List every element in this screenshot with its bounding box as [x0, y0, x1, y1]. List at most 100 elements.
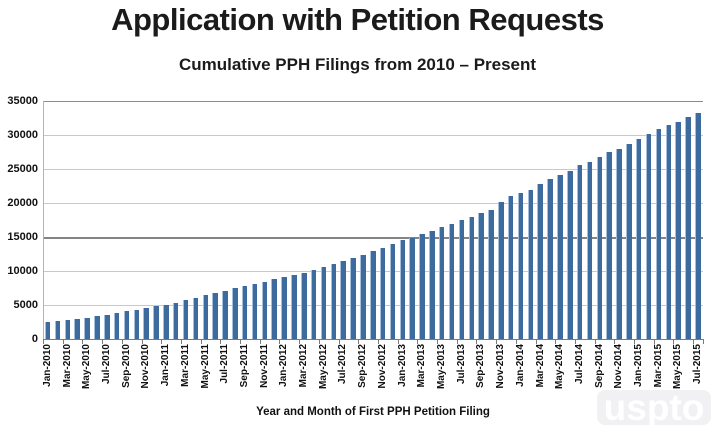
gridline	[43, 135, 703, 136]
bar	[468, 216, 474, 339]
x-axis-label: Sep-2011	[238, 344, 250, 388]
tick-mark	[43, 340, 44, 344]
tick-mark	[299, 340, 301, 344]
x-axis-label: Jul-2015	[692, 344, 704, 385]
x-axis-label: Jul-2010	[101, 344, 112, 385]
bar	[478, 212, 484, 339]
bar	[675, 121, 681, 339]
tick-mark	[338, 340, 340, 344]
tick-mark	[693, 340, 695, 344]
y-axis-label: 25000	[7, 163, 38, 175]
y-axis-label: 30000	[7, 129, 38, 141]
tick-mark	[653, 340, 655, 344]
bar	[507, 196, 514, 339]
tick-mark	[279, 340, 281, 344]
tick-mark	[220, 340, 222, 344]
bar	[74, 318, 80, 339]
tick-mark	[397, 340, 399, 344]
tick-mark	[180, 340, 182, 344]
x-axis-label: Nov-2010	[140, 344, 152, 389]
tick-mark	[437, 340, 438, 344]
tick-mark	[358, 340, 360, 344]
tick-mark	[141, 340, 143, 344]
x-axis-label: Mar-2012	[298, 344, 309, 388]
bar	[340, 260, 346, 339]
y-axis-label: 20000	[7, 197, 38, 209]
bar	[527, 189, 534, 339]
bar	[547, 179, 553, 339]
tick-mark	[634, 340, 635, 344]
x-axis-label: Mar-2011	[179, 344, 191, 387]
y-axis-labels: 0 5000 10000 15000 20000 25000 30000 35000	[0, 95, 38, 345]
y-axis-label: 35000	[7, 95, 38, 107]
x-axis-label: May-2015	[672, 344, 684, 390]
bar	[616, 148, 622, 339]
bar	[567, 170, 573, 339]
bar	[409, 237, 415, 339]
bar	[458, 220, 465, 339]
x-axis-label: Sep-2010	[120, 344, 132, 388]
bar	[370, 251, 376, 339]
bar	[64, 320, 71, 339]
tick-mark	[496, 340, 498, 344]
tick-mark	[240, 340, 241, 344]
x-axis-label: Sep-2013	[475, 344, 487, 388]
tick-mark	[121, 340, 123, 344]
bar	[360, 254, 366, 339]
bar	[212, 293, 218, 339]
bar	[389, 244, 396, 339]
x-axis-line	[43, 339, 704, 340]
bar	[44, 322, 51, 339]
y-axis-line	[43, 101, 44, 339]
tick-mark	[535, 340, 537, 344]
bar	[271, 279, 277, 339]
x-axis-label: Nov-2013	[495, 344, 507, 389]
bar	[241, 285, 248, 339]
tick-mark	[259, 340, 261, 344]
bar	[626, 143, 632, 339]
bar	[576, 165, 583, 339]
bar	[54, 321, 61, 339]
gridline	[43, 101, 703, 102]
bar	[251, 283, 258, 339]
x-axis-label: Nov-2014	[613, 344, 625, 389]
tick-mark	[703, 340, 704, 344]
tick-mark	[673, 340, 675, 344]
bar	[606, 152, 612, 339]
x-axis-label: Mar-2010	[61, 344, 73, 388]
y-axis-label: 15000	[7, 231, 38, 243]
bar	[301, 272, 307, 339]
x-axis-label: May-2014	[554, 344, 566, 390]
bar	[222, 290, 228, 339]
tick-mark	[318, 340, 320, 344]
x-axis-label: May-2012	[317, 344, 329, 390]
tick-mark	[200, 340, 202, 344]
y-axis-label: 5000	[13, 299, 38, 311]
bar	[665, 125, 672, 339]
bar	[232, 288, 238, 339]
bar	[399, 240, 406, 339]
bar	[488, 209, 494, 339]
bar	[133, 309, 140, 339]
bar	[685, 117, 691, 339]
bar	[163, 304, 169, 339]
bar	[330, 264, 337, 339]
x-axis-label: Jul-2011	[219, 344, 231, 384]
bar	[281, 277, 287, 339]
bar	[448, 223, 455, 339]
x-axis-label: Nov-2012	[376, 344, 388, 389]
bar	[350, 257, 356, 339]
bar	[429, 230, 435, 339]
uspto-watermark-text: uspto	[603, 390, 705, 425]
x-axis-label: Mar-2015	[652, 344, 664, 388]
bar	[320, 267, 327, 339]
tick-mark	[476, 340, 478, 344]
x-axis-label: Mar-2014	[534, 344, 546, 388]
chart-title: Application with Petition Requests	[111, 2, 604, 37]
tick-mark	[161, 340, 163, 344]
x-axis-label: May-2011	[199, 344, 211, 389]
x-axis-title: Year and Month of First PPH Petition Fil…	[256, 406, 490, 418]
tick-mark	[417, 340, 419, 344]
tick-mark	[515, 340, 517, 344]
